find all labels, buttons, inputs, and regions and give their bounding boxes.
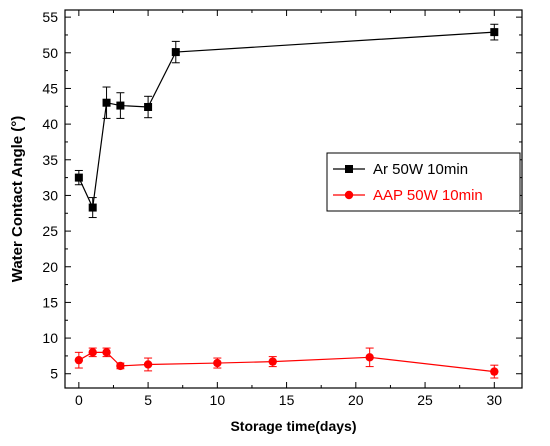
data-point [490, 367, 499, 376]
data-point [171, 48, 180, 57]
data-point [143, 360, 153, 369]
series-group [74, 23, 499, 379]
y-tick-label: 40 [42, 116, 58, 132]
data-point [88, 348, 97, 357]
y-tick-label: 20 [42, 259, 58, 275]
data-point [102, 348, 111, 357]
y-tick-label: 50 [42, 45, 58, 61]
data-point [144, 102, 153, 111]
x-tick-label: 15 [279, 392, 295, 408]
x-tick-label: 20 [348, 392, 364, 408]
data-point [213, 358, 222, 368]
data-point [74, 173, 83, 182]
legend-box [326, 152, 521, 212]
data-point [88, 203, 97, 212]
x-axis-label: Storage time(days) [230, 418, 356, 434]
y-tick-label: 35 [42, 152, 58, 168]
series-2 [74, 347, 499, 379]
x-tick-label: 10 [210, 392, 226, 408]
y-tick-label: 10 [42, 330, 58, 346]
y-tick-label: 55 [42, 9, 58, 25]
data-point [116, 361, 125, 371]
data-point [116, 101, 125, 110]
x-tick-label: 5 [144, 392, 152, 408]
legend-item: AAP 50W 10min [333, 187, 483, 204]
data-point [268, 357, 277, 366]
series-1 [74, 23, 499, 219]
x-tick-label: 30 [487, 392, 503, 408]
x-tick-label: 25 [417, 392, 433, 408]
legend-label: AAP 50W 10min [373, 187, 483, 204]
y-tick-label: 15 [42, 294, 58, 310]
data-point [102, 98, 111, 107]
axes: 0 5 10 15 20 25 30 5 10 15 20 25 30 35 40 45 50 55 Storage… [9, 9, 522, 434]
legend-marker [344, 190, 354, 200]
data-point [490, 28, 499, 37]
y-tick-label: 45 [42, 80, 58, 96]
y-axis-label: Water Contact Angle (°) [9, 116, 26, 283]
data-point [365, 353, 374, 362]
data-point [74, 355, 84, 365]
y-tick-label: 25 [42, 223, 58, 239]
y-tick-label: 30 [42, 187, 58, 203]
legend-label: Ar 50W 10min [373, 161, 468, 178]
legend: Ar 50W 10min AAP 50W 10min [326, 152, 521, 212]
legend-item: Ar 50W 10min [333, 161, 468, 178]
y-tick-label: 5 [50, 366, 58, 382]
legend-marker [345, 165, 353, 173]
x-tick-label: 0 [75, 392, 83, 408]
